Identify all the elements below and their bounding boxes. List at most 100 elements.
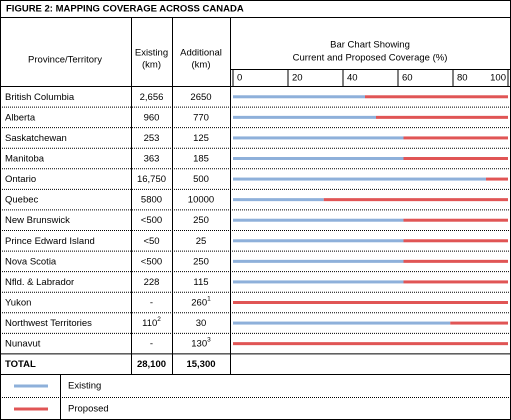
cell: 2,656 <box>140 91 164 102</box>
cell-text: 16,750 <box>137 174 166 185</box>
cell-text: - <box>150 297 153 308</box>
tick-label: 80 <box>457 73 468 84</box>
cell: 15,300 <box>186 359 215 370</box>
bar-proposed <box>486 177 508 181</box>
bar-existing <box>233 280 404 284</box>
cell-text: 130 <box>191 338 207 349</box>
cell: <50 <box>143 235 159 246</box>
cell-text: 228 <box>144 276 160 287</box>
cell-text: Northwest Territories <box>5 318 92 329</box>
title: FIGURE 2: MAPPING COVERAGE ACROSS CANADA <box>6 4 244 15</box>
cell: 30 <box>196 318 207 329</box>
cell-text: <50 <box>143 235 159 246</box>
bar-existing <box>233 218 404 222</box>
cell: Nfld. & Labrador <box>5 276 74 287</box>
bar-proposed <box>403 280 508 284</box>
bar-proposed <box>233 301 508 304</box>
cell: Northwest Territories <box>5 318 92 329</box>
cell-text: 10000 <box>188 194 214 205</box>
cell: Nova Scotia <box>5 256 57 267</box>
cell-text: Ontario <box>5 174 36 185</box>
cell: 5800 <box>141 194 162 205</box>
cell: 363 <box>144 153 160 164</box>
cell: 16,750 <box>137 174 166 185</box>
header-additional: Additional <box>180 48 222 59</box>
bar-existing <box>233 95 365 99</box>
legend-swatch <box>14 407 48 411</box>
cell-text: Prince Edward Island <box>5 235 95 246</box>
cell: - <box>150 338 153 349</box>
cell-text: 500 <box>193 174 209 185</box>
bar-existing <box>233 136 404 140</box>
tick-label: 20 <box>292 73 303 84</box>
cell-text: 2650 <box>190 91 211 102</box>
cell-text: 28,100 <box>137 359 166 370</box>
cell-text: 250 <box>193 215 209 226</box>
cell-text: 2,656 <box>140 91 164 102</box>
cell: Prince Edward Island <box>5 235 95 246</box>
cell-text: 960 <box>144 112 160 123</box>
cell: Alberta <box>5 112 36 123</box>
cell-text: Yukon <box>5 297 31 308</box>
cell: Quebec <box>5 194 39 205</box>
footnote-mark: 3 <box>207 336 211 343</box>
cell: 125 <box>193 132 209 143</box>
cell: 250 <box>193 256 209 267</box>
bar-existing <box>233 239 404 243</box>
cell-text: Nfld. & Labrador <box>5 276 74 287</box>
bar-proposed <box>376 115 508 119</box>
bar-existing <box>233 321 451 325</box>
header-existing: (km) <box>142 60 161 71</box>
bar-proposed <box>365 95 508 99</box>
cell: 960 <box>144 112 160 123</box>
cell: 2601 <box>191 295 211 308</box>
cell-text: 5800 <box>141 194 162 205</box>
cell: 500 <box>193 174 209 185</box>
legend-swatch <box>14 384 48 388</box>
cell-text: 15,300 <box>186 359 215 370</box>
bar-proposed <box>450 321 508 325</box>
cell: New Brunswick <box>5 215 70 226</box>
bar-existing <box>233 177 486 181</box>
cell-text: Manitoba <box>5 153 45 164</box>
cell-text: Nova Scotia <box>5 256 57 267</box>
cell-text: British Columbia <box>5 91 75 102</box>
cell: 25 <box>196 235 207 246</box>
bar-proposed <box>403 259 508 263</box>
cell: 770 <box>193 112 209 123</box>
cell: 1303 <box>191 336 211 349</box>
cell: Yukon <box>5 297 31 308</box>
cell: 10000 <box>188 194 214 205</box>
tick-label: 60 <box>402 73 413 84</box>
bar-existing <box>233 157 404 160</box>
cell: <500 <box>141 215 162 226</box>
cell-text: 30 <box>196 318 207 329</box>
cell: 185 <box>193 153 209 164</box>
cell-text: 25 <box>196 235 207 246</box>
cell-text: 770 <box>193 112 209 123</box>
bar-proposed <box>403 218 508 222</box>
footnote-mark: 2 <box>157 316 161 323</box>
cell-text: <500 <box>141 215 162 226</box>
cell-text: 260 <box>191 297 207 308</box>
cell-text: 363 <box>144 153 160 164</box>
cell-text: Saskatchewan <box>5 132 67 143</box>
cell: Ontario <box>5 174 36 185</box>
bar-proposed <box>403 136 508 140</box>
cell: 253 <box>144 132 160 143</box>
tick-label: 0 <box>237 73 242 84</box>
cell: 115 <box>193 276 208 287</box>
footnote-mark: 1 <box>207 295 211 302</box>
bar-proposed <box>403 239 508 243</box>
cell: 2650 <box>190 91 211 102</box>
bar-proposed <box>233 342 508 346</box>
header-province: Province/Territory <box>28 55 102 66</box>
cell: Nunavut <box>5 338 41 349</box>
legend-label: Existing <box>68 381 101 392</box>
tick-label: 40 <box>347 73 358 84</box>
cell-text: 253 <box>144 132 160 143</box>
cell-text: 250 <box>193 256 209 267</box>
cell-text: Nunavut <box>5 338 41 349</box>
header-existing: Existing <box>135 48 168 59</box>
